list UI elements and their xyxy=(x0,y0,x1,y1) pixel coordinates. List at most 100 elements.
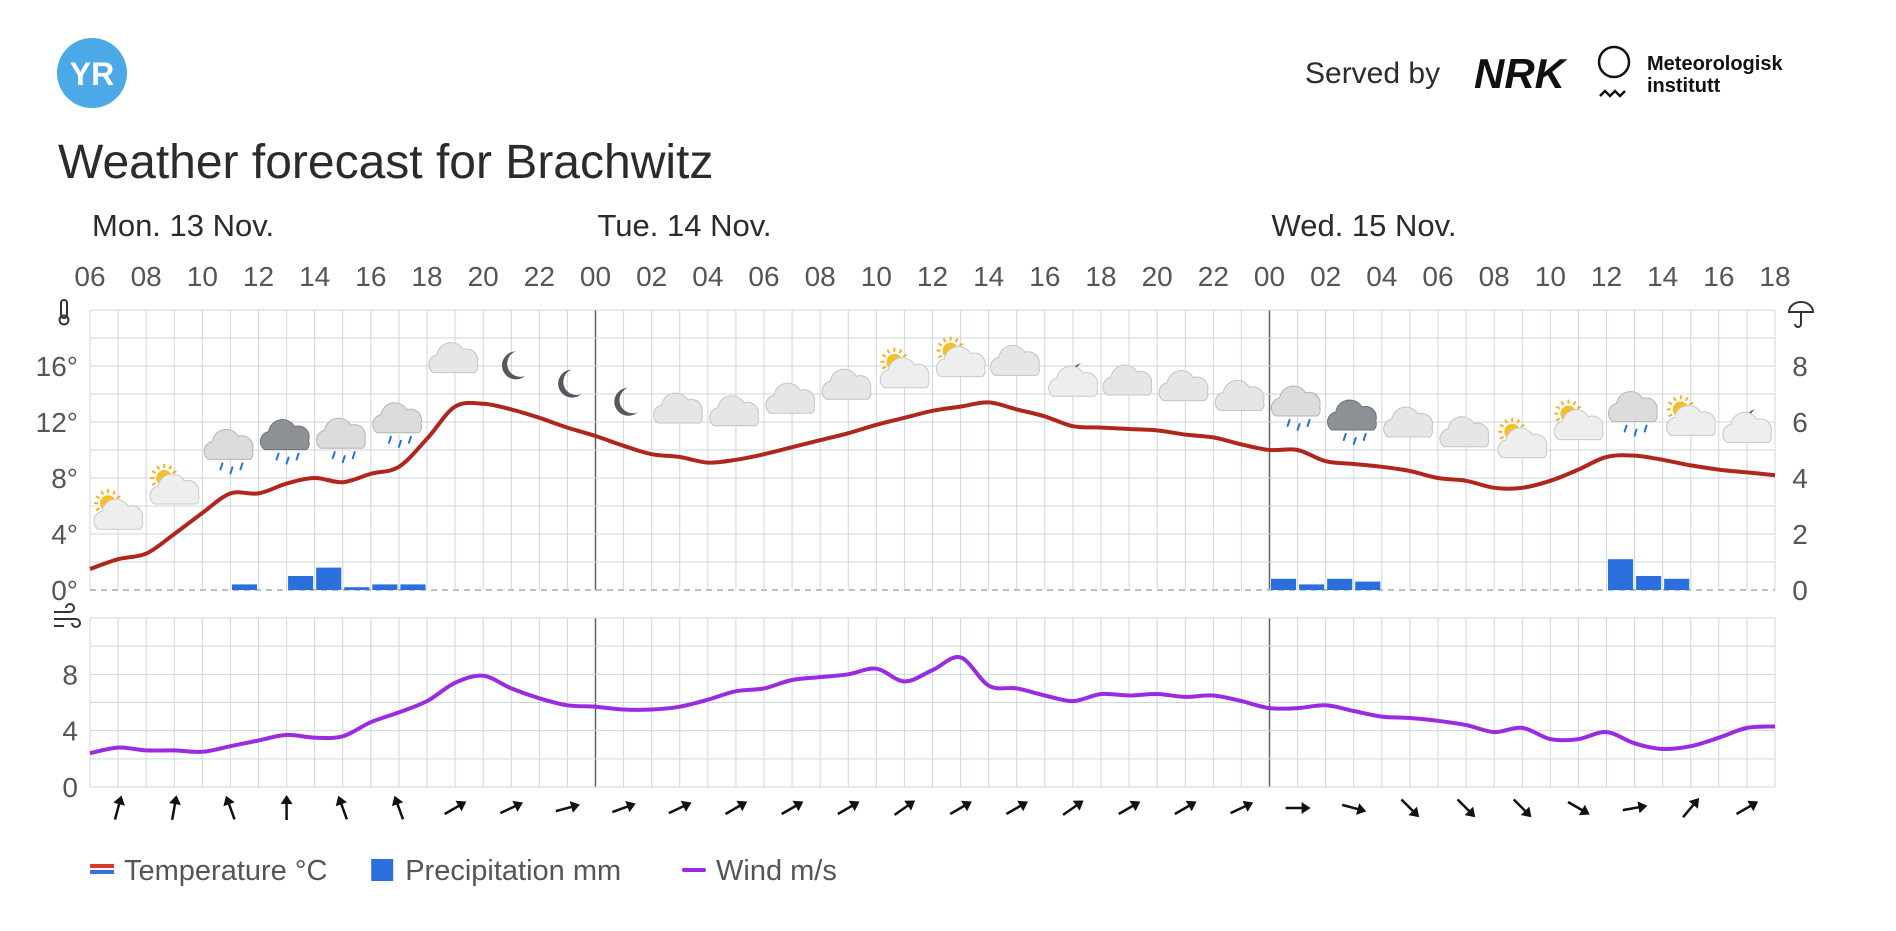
rain-drop xyxy=(219,462,224,471)
rain-drop xyxy=(1286,419,1291,427)
wind-arrow-icon xyxy=(391,795,405,820)
sun-ray xyxy=(1499,435,1505,440)
legend-swatch-temperature-cold xyxy=(90,870,114,874)
sun-ray xyxy=(1668,401,1673,406)
cloudy-icon xyxy=(990,344,1040,376)
sun-ray xyxy=(1520,423,1525,428)
moon-icon xyxy=(558,369,582,398)
rain-drop xyxy=(1306,419,1311,427)
wind-line xyxy=(89,655,1776,756)
wind-arrow-icon xyxy=(1567,800,1590,816)
cloud-shape xyxy=(1666,404,1716,436)
legend-label: Temperature °C xyxy=(124,855,327,887)
sun-ray xyxy=(168,465,173,470)
cloud-shape xyxy=(653,392,703,424)
precipitation-bar xyxy=(1355,581,1381,590)
precipitation-bar xyxy=(1299,584,1325,590)
sun-ray xyxy=(958,342,964,347)
hour-tick-label: 00 xyxy=(580,261,611,292)
hour-tick-label: 02 xyxy=(1310,261,1341,292)
day-label: Mon. 13 Nov. xyxy=(92,208,274,243)
cloud-shape xyxy=(1158,370,1209,402)
rain-drop xyxy=(1623,424,1628,433)
hour-tick-label: 14 xyxy=(973,261,1004,292)
hour-tick-label: 08 xyxy=(1479,261,1510,292)
arrow-head xyxy=(1688,798,1700,809)
hour-tick-label: 22 xyxy=(1198,261,1229,292)
sun-ray xyxy=(886,349,891,354)
rain-drop xyxy=(387,435,392,444)
yr-logo[interactable]: YR xyxy=(57,38,127,108)
hour-tick-label: 14 xyxy=(299,261,330,292)
cloud-shape xyxy=(1048,365,1099,397)
arrow-head xyxy=(1747,800,1759,812)
wind-arrow-icon xyxy=(724,800,748,816)
wind-arrow-icon xyxy=(1174,800,1197,816)
sun-ray xyxy=(881,353,887,358)
wind-tick-label: 4 xyxy=(62,716,78,747)
wind-icon xyxy=(54,603,81,628)
arrow-head xyxy=(1578,804,1590,816)
cloudy-icon xyxy=(765,382,816,414)
cloudy-light-rain-icon xyxy=(203,428,254,475)
cloud-shape xyxy=(259,419,310,451)
arrow-head xyxy=(169,795,181,806)
wind-arrow-icon xyxy=(113,795,125,820)
cloud-shape xyxy=(879,357,930,389)
moon-shape xyxy=(502,351,526,380)
legend-item-wind: Wind m/s xyxy=(682,855,837,887)
partly-cloudy-night-icon xyxy=(1048,363,1099,397)
temperature-line xyxy=(89,400,1776,571)
precipitation-bar xyxy=(1664,578,1690,590)
arrow-head xyxy=(512,800,524,812)
sun-ray xyxy=(172,470,177,474)
precip-tick-label: 2 xyxy=(1792,519,1808,550)
cloud-shape xyxy=(372,402,422,434)
legend-item-temperature: Temperature °C xyxy=(90,855,327,887)
rain-drop xyxy=(239,462,244,471)
precipitation-bar xyxy=(344,587,370,590)
temp-tick-label: 0° xyxy=(51,575,78,606)
temperature-series-line xyxy=(89,400,1776,571)
legend-swatch-temperature xyxy=(90,864,114,868)
thermometer-icon xyxy=(58,299,70,326)
sun-ray xyxy=(95,495,100,500)
sun-ray xyxy=(954,337,959,343)
legend: Temperature °C Precipitation mm Wind m/s xyxy=(90,855,837,887)
arrow-head xyxy=(455,800,467,812)
arrow-head xyxy=(904,800,916,811)
sun-ray xyxy=(151,482,157,486)
hour-tick-label: 00 xyxy=(1254,261,1285,292)
wind-tick-label: 8 xyxy=(62,659,78,690)
cloud-shape xyxy=(93,498,144,530)
nrk-logo[interactable]: NRK xyxy=(1474,50,1568,97)
arrow-head xyxy=(792,800,804,812)
cloud-shape xyxy=(1214,379,1265,411)
hour-tick-label: 02 xyxy=(636,261,667,292)
hour-tick-label: 12 xyxy=(1591,261,1622,292)
cloudy-icon xyxy=(1383,406,1434,438)
hour-tick-label: 18 xyxy=(1085,261,1116,292)
temp-tick-label: 8° xyxy=(51,463,78,494)
sun-ray xyxy=(881,365,887,370)
arrow-head xyxy=(1637,801,1648,814)
served-by-label: Served by xyxy=(1305,57,1440,90)
arrow-head xyxy=(736,800,748,812)
arrow-head xyxy=(1520,806,1532,818)
umbrella-icon xyxy=(1787,301,1815,328)
rain-drop xyxy=(1342,433,1347,441)
arrow-head xyxy=(625,800,636,813)
cloud-shape xyxy=(149,473,200,505)
hour-tick-label: 10 xyxy=(861,261,892,292)
page-title: Weather forecast for Brachwitz xyxy=(58,136,713,189)
cloud-shape xyxy=(1327,399,1377,431)
sun-ray xyxy=(1555,405,1561,410)
hour-tick-label: 10 xyxy=(187,261,218,292)
legend-label: Wind m/s xyxy=(716,855,837,887)
cloud-shape xyxy=(1102,364,1153,396)
wind-arrow-icon xyxy=(280,795,293,820)
hour-tick-label: 16 xyxy=(355,261,386,292)
hour-tick-label: 10 xyxy=(1535,261,1566,292)
wind-arrow-icon xyxy=(1062,800,1084,816)
